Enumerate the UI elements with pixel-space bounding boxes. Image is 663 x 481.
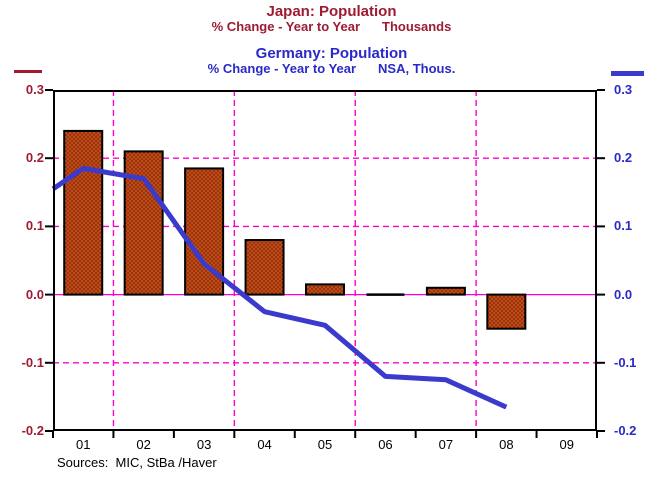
left-axis-tick-label: 0.0 [25, 286, 44, 302]
plot-area [45, 89, 605, 438]
right-axis-tick-label: -0.1 [614, 354, 637, 370]
x-axis-tick-label: 08 [499, 437, 514, 452]
axis-ticks [45, 89, 605, 438]
x-axis-tick-label: 04 [257, 437, 272, 452]
x-axis-tick-label: 05 [317, 437, 333, 452]
left-axis-tick-label: 0.1 [25, 218, 44, 234]
japan-series-subtitle: % Change - Year to Year Thousands [0, 19, 663, 34]
japan-units-label: Thousands [382, 19, 452, 34]
japan-bars [63, 129, 527, 330]
germany-legend-line-marker [611, 71, 644, 76]
x-axis-tick-label: 03 [196, 437, 212, 452]
x-axis-tick-label: 09 [559, 437, 574, 452]
plot-frame [53, 90, 597, 431]
left-axis-tick-label: 0.3 [25, 82, 44, 97]
right-axis-tick-label: 0.0 [614, 286, 633, 302]
left-axis-tick-label: -0.2 [21, 423, 44, 438]
left-axis-tick-label: -0.1 [21, 354, 44, 370]
germany-series-subtitle: % Change - Year to Year NSA, Thous. [0, 61, 663, 76]
germany-transformation-label: % Change - Year to Year [207, 61, 357, 76]
x-axis-tick-label: 01 [75, 437, 91, 452]
japan-legend-line-marker [14, 70, 42, 73]
right-axis-tick-label: -0.2 [614, 423, 637, 438]
x-axis-tick-label: 07 [438, 437, 454, 452]
germany-units-label: NSA, Thous. [378, 61, 456, 76]
right-axis-tick-label: 0.1 [614, 218, 633, 234]
x-axis-tick-label: 06 [378, 437, 393, 452]
right-axis-tick-label: 0.3 [614, 82, 633, 97]
x-axis-tick-label: 02 [136, 437, 151, 452]
left-axis-tick-label: 0.2 [25, 150, 44, 166]
japan-transformation-label: % Change - Year to Year [211, 19, 361, 34]
germany-series-title: Germany: Population [255, 45, 408, 62]
germany-line [51, 165, 508, 410]
japan-series-title: Japan: Population [266, 3, 397, 20]
sources-note: Sources: MIC, StBa /Haver [57, 455, 217, 470]
right-axis-tick-label: 0.2 [614, 150, 633, 166]
